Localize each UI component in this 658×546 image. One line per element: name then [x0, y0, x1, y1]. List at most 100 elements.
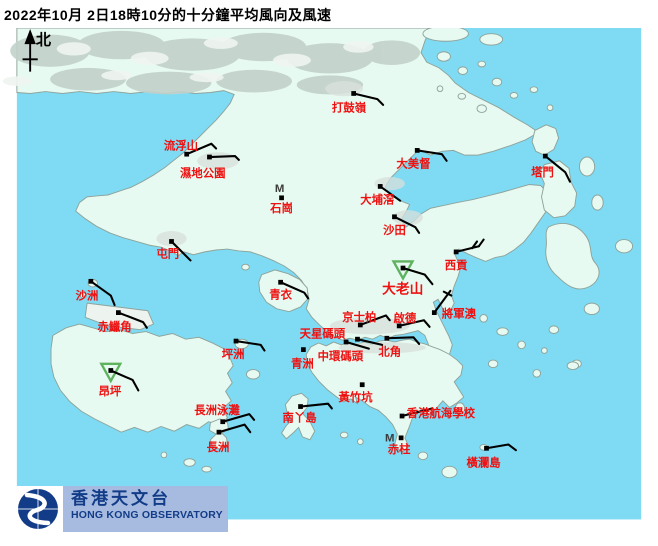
- wind-barb: [416, 149, 448, 162]
- map-title: 2022年10月 2日18時10分的十分鐘平均風向及風速: [4, 7, 332, 23]
- station-dot: [398, 435, 404, 441]
- islet: [548, 325, 560, 334]
- islet: [541, 347, 548, 354]
- station-wong-chuk-hang: 黃竹坑: [337, 382, 373, 404]
- station-label: 南丫島: [283, 411, 317, 425]
- islet: [201, 465, 212, 473]
- station-green-island: 青洲: [291, 347, 314, 371]
- station-label: 流浮山: [164, 138, 198, 152]
- wind-barb: [455, 245, 480, 253]
- station-dot: [431, 310, 437, 315]
- wind-barb: [221, 413, 256, 423]
- station-label: 北角: [378, 344, 401, 358]
- station-sai-kung: 西貢: [445, 238, 485, 272]
- station-label: 長洲: [207, 441, 230, 454]
- hko-name-chinese: 香港天文台: [71, 489, 171, 508]
- islet: [591, 194, 604, 211]
- wind-barb: [234, 340, 266, 352]
- station-dot: [377, 184, 383, 189]
- station-dot: [542, 153, 548, 159]
- station-dot: [414, 148, 420, 153]
- wind-barb: [279, 281, 310, 300]
- islet: [356, 438, 364, 445]
- wind-barb: [352, 92, 385, 106]
- station-kai-tak: 啟德: [394, 311, 431, 329]
- station-label: 天星碼頭: [300, 326, 346, 340]
- station-dot: [220, 419, 226, 425]
- islet: [546, 104, 554, 112]
- station-label: 塔門: [531, 165, 554, 179]
- hko-logo: [13, 486, 63, 532]
- islet: [583, 302, 600, 315]
- station-ngong-ping: 昂坪: [98, 362, 140, 398]
- station-dot: [400, 265, 406, 271]
- station-tseung-kwan-o: 將軍澳: [431, 289, 477, 320]
- islet: [509, 92, 519, 99]
- wind-barb: [398, 319, 431, 328]
- station-label: 大埔滘: [360, 193, 394, 207]
- wind-barb: [185, 142, 218, 156]
- wind-barb: [401, 266, 434, 286]
- station-dot: [355, 336, 360, 342]
- islet: [339, 431, 349, 439]
- soko-islands: [183, 458, 196, 467]
- station-dot: [169, 239, 174, 244]
- wind-barb: [393, 215, 421, 234]
- station-tsing-yi: 青衣: [269, 279, 310, 301]
- station-cheung-chau: 長洲: [207, 423, 252, 454]
- station-lau-fau-shan: 流浮山: [164, 138, 218, 157]
- station-sha-chau: 沙洲: [76, 278, 116, 307]
- station-dot: [184, 151, 190, 157]
- islet: [436, 85, 444, 93]
- islet: [422, 28, 469, 42]
- wind-barb: [217, 423, 252, 434]
- station-dot: [396, 323, 402, 329]
- hko-name-english: HONG KONG OBSERVATORY: [71, 509, 223, 521]
- station-label: 石崗: [269, 201, 293, 215]
- wind-barb: [359, 314, 391, 326]
- station-dot: [484, 445, 489, 451]
- wind-barb-feather: [442, 290, 453, 297]
- lantau-island: [50, 323, 234, 433]
- wind-barb: [356, 338, 384, 346]
- wind-barb-feather: [477, 238, 485, 248]
- station-label: 長洲泳灘: [194, 403, 240, 417]
- station-kings-park: 京士柏: [342, 310, 391, 328]
- station-dot: [216, 429, 222, 435]
- islet: [454, 402, 466, 415]
- station-label: 西貢: [445, 259, 468, 272]
- wind-barb: [345, 340, 370, 350]
- station-label: 香港航海學校: [406, 406, 476, 420]
- station-shek-kong: M 石崗: [269, 183, 293, 215]
- islet: [477, 60, 487, 68]
- station-tates-cairn: 大老山: [382, 260, 434, 297]
- station-dot: [384, 335, 390, 341]
- station-central-pier: 中環碼頭: [318, 339, 370, 363]
- station-label: 青衣: [269, 287, 292, 301]
- beaufort-island: [417, 451, 429, 461]
- station-dot: [279, 195, 284, 201]
- station-label: 沙洲: [76, 289, 99, 302]
- wind-barb: [544, 155, 572, 183]
- station-label: 昂坪: [98, 385, 121, 398]
- station-wetland-park: 濕地公園: [180, 154, 240, 180]
- islet: [532, 369, 542, 378]
- islet: [436, 51, 451, 62]
- station-dot: [278, 279, 283, 285]
- station-dot: [88, 278, 94, 284]
- station-label: 將軍澳: [442, 306, 477, 320]
- hko-logo-icon: [18, 489, 58, 529]
- station-dot: [343, 339, 349, 345]
- north-label: 北: [36, 32, 52, 49]
- islet: [517, 340, 526, 350]
- station-sha-tin: 沙田: [383, 214, 421, 237]
- wind-barb: [117, 311, 148, 329]
- north-arrow: 北: [22, 28, 52, 72]
- station-dot: [207, 154, 212, 160]
- station-dot: [233, 338, 239, 344]
- station-tai-po-kau: 大埔滘: [360, 184, 402, 207]
- station-label: 橫瀾島: [467, 455, 501, 469]
- station-label: 沙田: [383, 224, 406, 237]
- station-label: 京士柏: [342, 310, 376, 324]
- hei-ling-chau: [245, 369, 261, 380]
